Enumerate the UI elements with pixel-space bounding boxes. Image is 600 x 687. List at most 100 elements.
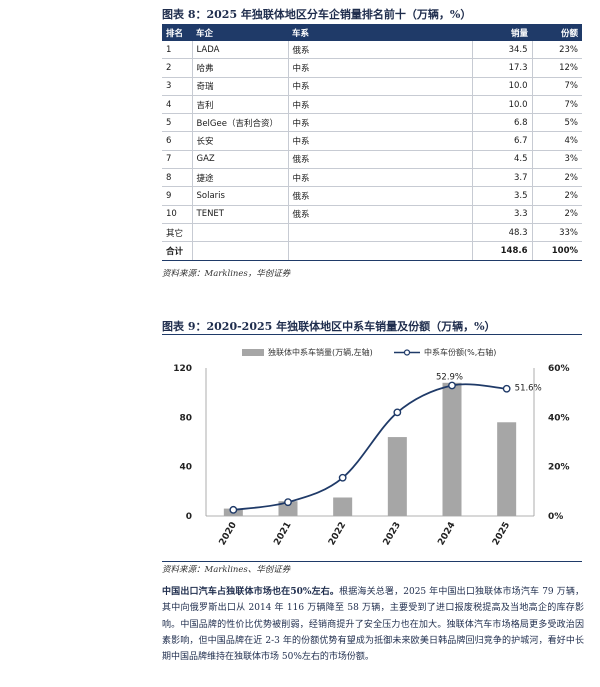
table-cell: 长安 [192, 131, 289, 151]
table-cell: 3% [532, 150, 582, 170]
table-cell: 中系 [288, 113, 473, 133]
table-cell: 2% [532, 205, 582, 224]
table-cell: 9 [162, 186, 193, 206]
table-cell: 4% [532, 131, 582, 151]
x-tick-label: 2020 [218, 521, 239, 548]
data-label-2024: 52.9% [436, 373, 463, 383]
table-cell [192, 241, 289, 261]
table-cell: 中系 [288, 131, 473, 151]
table-cell: 5% [532, 113, 582, 133]
chart-source: 资料来源：Marklines、华创证券 [162, 565, 291, 575]
table-cell: 4 [162, 95, 193, 115]
table-header-row: 排名 车企 车系 销量 份额 [162, 24, 582, 41]
y-right-tick-label: 20% [548, 463, 570, 473]
legend-bar-label: 独联体中系车销量(万辆,左轴) [268, 347, 373, 357]
table-cell: 3.7 [472, 168, 533, 188]
table-cell: 7 [162, 150, 193, 170]
x-tick-label: 2021 [272, 521, 293, 548]
table-row: 10 TENET 俄系 3.3 2% [162, 205, 582, 224]
table-cell: 俄系 [288, 150, 473, 170]
chart-legend: 独联体中系车销量(万辆,左轴) 中系车份额(%,右轴) [242, 347, 496, 357]
paragraph-lead: 中国出口汽车占独联体市场也在50%左右。 [162, 587, 340, 597]
share-point-2021 [284, 498, 292, 507]
table-cell: 中系 [288, 95, 473, 115]
table-cell: 23% [532, 41, 582, 60]
table-cell: 33% [532, 223, 582, 243]
table-cell: 2% [532, 186, 582, 206]
combo-chart: 独联体中系车销量(万辆,左轴) 中系车份额(%,右轴) 0 40 80 120 0% 20… [173, 347, 569, 547]
share-point-2020 [229, 505, 238, 514]
table-cell: 6 [162, 131, 193, 151]
table-row: 7 GAZ 俄系 4.5 3% [162, 150, 582, 170]
share-point-2023 [393, 408, 402, 417]
table-cell: 6.7 [472, 131, 533, 151]
table-cell: 哈弗 [192, 58, 289, 78]
table-row: 9 Solaris 俄系 3.5 2% [162, 186, 582, 206]
table-cell: 5 [162, 113, 193, 133]
table-source: 资料来源：Marklines，华创证券 [162, 269, 291, 279]
share-line [233, 383, 507, 511]
table-cell: 8 [162, 168, 193, 188]
table-cell [288, 223, 473, 243]
table-cell: 捷途 [192, 168, 289, 188]
table-cell: 中系 [288, 58, 473, 78]
table-cell: TENET [192, 205, 289, 224]
table-total-row: 合计 148.6 100% [162, 241, 582, 261]
table-cell: 100% [532, 241, 582, 261]
table-cell: 3 [162, 77, 193, 96]
table-cell [192, 223, 289, 243]
table-header-cell: 车企 [192, 24, 288, 41]
table-cell: 10.0 [472, 95, 533, 115]
table-cell: Solaris [192, 186, 289, 206]
plot-area: 0 40 80 120 0% 20% 40% 60% 2020 2021 2022 2023 2024 2… [173, 364, 569, 547]
table-cell: 48.3 [472, 223, 533, 243]
legend-line-label: 中系车份额(%,右轴) [424, 347, 496, 357]
table-cell: 7% [532, 77, 582, 96]
table-row: 8 捷途 中系 3.7 2% [162, 168, 582, 188]
table-header-cell: 销量 [472, 24, 532, 41]
x-tick-label: 2023 [382, 521, 403, 548]
y-left-tick-label: 40 [179, 463, 192, 473]
x-tick-label: 2022 [327, 521, 348, 548]
share-point-2025 [502, 384, 511, 393]
table-row: 3 奇瑞 中系 10.0 7% [162, 77, 582, 96]
table-row: 其它 48.3 33% [162, 223, 582, 243]
share-point-2024 [448, 381, 456, 390]
bar-2022 [333, 497, 353, 516]
bar-2025 [497, 422, 517, 516]
table-cell: 中系 [288, 168, 473, 188]
y-right-tick-label: 40% [548, 413, 570, 423]
table-cell: GAZ [192, 150, 289, 170]
table-row: 6 长安 中系 6.7 4% [162, 131, 582, 151]
table-cell: 12% [532, 58, 582, 78]
table-cell: 2% [532, 168, 582, 188]
source-divider [162, 561, 582, 562]
data-label-2025: 51.6% [515, 384, 542, 394]
table-cell: BelGee（吉利合资） [192, 113, 289, 133]
x-tick-label: 2025 [491, 521, 512, 548]
share-point-2022 [338, 473, 347, 482]
table-cell: 3.5 [472, 186, 533, 206]
table-cell: 奇瑞 [192, 77, 289, 96]
table-header-cell: 车系 [288, 24, 472, 41]
table-cell: 俄系 [288, 205, 473, 224]
table-caption: 图表 8：2025 年独联体地区分车企销量排名前十（万辆，%） [162, 8, 472, 21]
bar-2023 [387, 437, 407, 516]
table-cell [288, 241, 473, 261]
bar-2021 [278, 501, 298, 516]
table-row: 5 BelGee（吉利合资） 中系 6.8 5% [162, 113, 582, 133]
table-cell: 17.3 [472, 58, 533, 78]
table-cell: 7% [532, 95, 582, 115]
table-row: 1 LADA 俄系 34.5 23% [162, 41, 582, 60]
table-cell: 合计 [162, 241, 193, 261]
table-cell: 3.3 [472, 205, 533, 224]
y-left-tick-label: 0 [186, 512, 192, 522]
chart-caption: 图表 9：2020-2025 年独联体地区中系车销量及份额（万辆，%） [162, 320, 496, 333]
table-cell: 1 [162, 41, 193, 60]
table-row: 2 哈弗 中系 17.3 12% [162, 58, 582, 78]
table-cell: 4.5 [472, 150, 533, 170]
table-cell: 6.8 [472, 113, 533, 133]
table-cell: 2 [162, 58, 193, 78]
table-cell: 148.6 [472, 241, 533, 261]
sales-ranking-table: 排名 车企 车系 销量 份额 1 LADA 俄系 34.5 23% 2 哈弗 中系 17.3 12% 3 奇瑞… [162, 24, 582, 261]
